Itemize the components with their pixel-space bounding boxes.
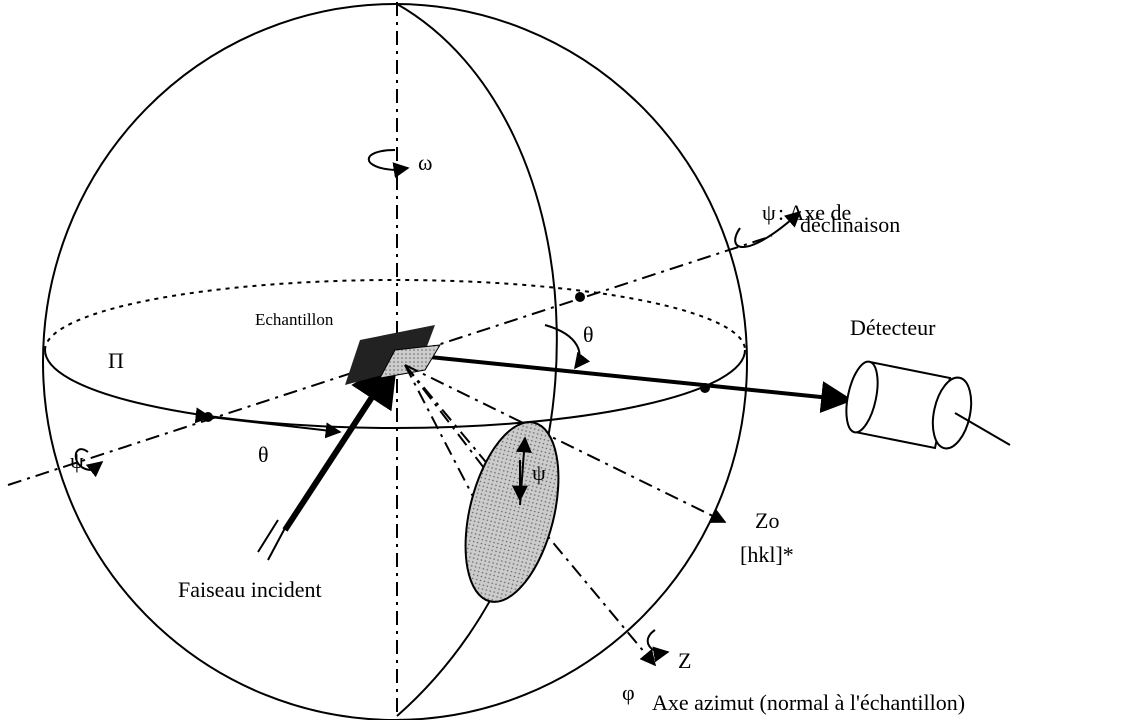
equator-back [44, 279, 746, 351]
detector [845, 360, 1011, 450]
label: ψ [70, 448, 84, 473]
zo-axis [404, 364, 727, 523]
label: ψ [762, 200, 776, 225]
theta-arc [544, 324, 591, 370]
theta-arc [194, 407, 342, 439]
phi-rotation [646, 629, 670, 663]
incident-beam [282, 357, 398, 532]
sample [345, 325, 435, 385]
label: Axe azimut (normal à l'échantillon) [652, 690, 965, 715]
dot [575, 292, 585, 302]
label: θ [583, 322, 594, 347]
label: Zo [755, 508, 779, 533]
label: Détecteur [850, 315, 936, 340]
label: Z [678, 648, 691, 673]
label: Π [108, 348, 124, 373]
label: ω [418, 150, 432, 175]
label: : Axe de [778, 200, 851, 225]
label: Echantillon [255, 310, 334, 329]
label: [hkl]* [740, 542, 794, 567]
label: déclinaison [800, 212, 900, 237]
normal-line [404, 364, 481, 511]
label: φ [622, 680, 635, 705]
beam-source [257, 519, 286, 561]
psi-cone [464, 421, 560, 603]
diffracted-beam [409, 353, 854, 413]
sample-face [379, 344, 441, 379]
psi-rotation-left [74, 448, 104, 478]
label: θ [258, 442, 269, 467]
psi-axis [7, 235, 773, 486]
sphere [42, 3, 748, 720]
label: ψ [532, 460, 546, 485]
psi-rotation [734, 210, 802, 248]
label: Faiseau incident [178, 577, 322, 602]
omega-rotation [367, 149, 410, 179]
